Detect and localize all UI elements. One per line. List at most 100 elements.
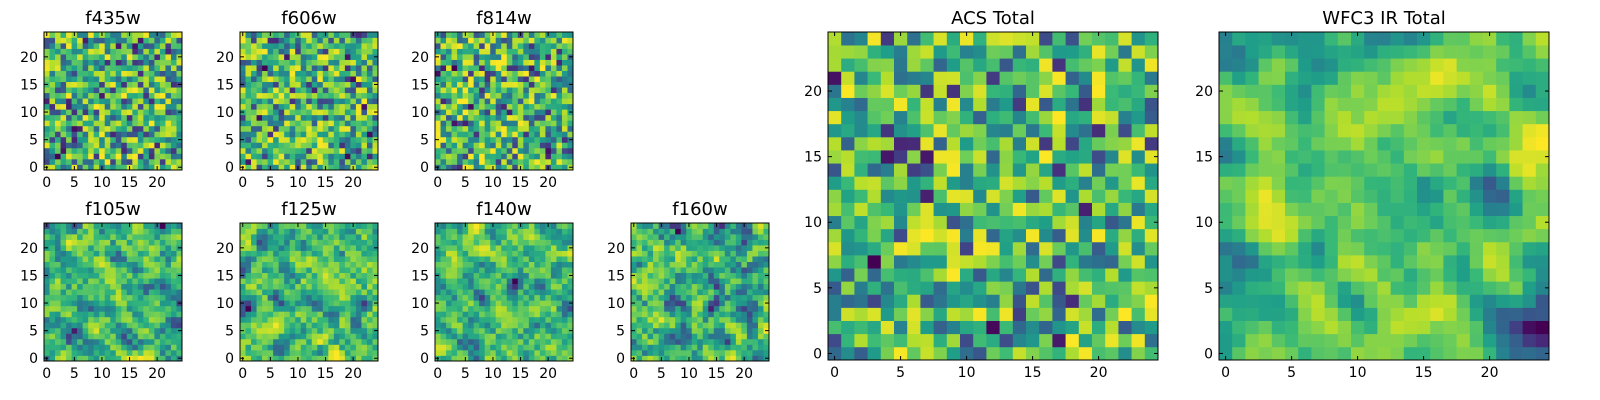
heatmap-cell	[88, 92, 95, 99]
heatmap-cell	[245, 289, 252, 296]
heatmap-cell	[746, 316, 753, 323]
heatmap-cell	[148, 245, 155, 251]
heatmap-cell	[708, 283, 715, 290]
heatmap-cell	[457, 228, 463, 235]
heatmap-cell	[1144, 294, 1159, 308]
heatmap-cell	[339, 87, 346, 94]
heatmap-cell	[680, 338, 687, 345]
heatmap-cell	[165, 65, 172, 71]
heatmap-cell	[1052, 320, 1066, 335]
heatmap-cell	[484, 147, 491, 154]
heatmap-cell	[115, 261, 122, 268]
heatmap-cell	[328, 98, 335, 105]
x-tick-label: 10	[289, 175, 307, 191]
heatmap-cell	[556, 278, 563, 285]
heatmap-cell	[77, 250, 83, 257]
heatmap-cell	[752, 333, 759, 340]
heatmap-cell	[355, 338, 362, 345]
heatmap-cell	[1012, 202, 1027, 217]
heatmap-cell	[344, 223, 351, 229]
heatmap-cell	[154, 327, 161, 334]
heatmap-cell	[322, 289, 329, 296]
heatmap-cell	[361, 272, 368, 279]
heatmap-cell	[763, 250, 770, 257]
heatmap-cell	[1026, 294, 1040, 308]
heatmap-cell	[708, 272, 715, 279]
heatmap-cell	[317, 223, 324, 229]
heatmap-cell	[534, 327, 541, 334]
heatmap-cell	[306, 131, 313, 138]
heatmap-cell	[556, 81, 563, 88]
heatmap-cell	[523, 131, 530, 138]
heatmap-cell	[256, 355, 263, 362]
heatmap-cell	[841, 241, 855, 256]
heatmap-cell	[322, 98, 329, 105]
heatmap-cell	[1078, 215, 1093, 230]
heatmap-cell	[1118, 346, 1132, 361]
heatmap-cell	[451, 164, 458, 171]
heatmap-cell	[121, 294, 128, 301]
heatmap-cell	[104, 267, 111, 274]
heatmap-cell	[1118, 255, 1132, 269]
heatmap-cell	[126, 234, 133, 240]
heatmap-cell	[457, 153, 463, 160]
heatmap-cell	[691, 278, 698, 285]
y-tick-label: 20	[216, 241, 234, 257]
heatmap-cell	[176, 120, 183, 127]
heatmap-cell	[495, 142, 502, 149]
heatmap-cell	[66, 327, 72, 334]
heatmap-cell	[446, 344, 452, 351]
heatmap-cell	[440, 305, 447, 312]
x-tick-label: 10	[93, 175, 111, 191]
heatmap-cell	[350, 98, 357, 105]
heatmap-cell	[110, 70, 117, 77]
heatmap-cell	[933, 163, 948, 177]
heatmap-cell	[262, 103, 268, 110]
heatmap-cell	[735, 283, 742, 290]
heatmap-cell	[143, 305, 150, 312]
heatmap-cell	[675, 278, 682, 285]
heatmap-cell	[372, 256, 379, 262]
heatmap-cell	[658, 239, 665, 246]
heatmap-cell	[946, 228, 961, 243]
heatmap-cell	[333, 250, 340, 257]
heatmap-cell	[757, 294, 764, 301]
heatmap-cell	[550, 228, 557, 235]
heatmap-cell	[719, 327, 726, 334]
heatmap-cell	[523, 54, 530, 60]
heatmap-cell	[148, 98, 155, 105]
heatmap-cell	[440, 103, 447, 110]
heatmap-cell	[501, 250, 508, 257]
heatmap-cell	[468, 267, 474, 274]
heatmap-cell	[300, 92, 307, 99]
heatmap-cell	[295, 245, 302, 251]
heatmap-cell	[311, 48, 318, 55]
heatmap-cell	[735, 267, 742, 274]
heatmap-cell	[534, 70, 541, 77]
heatmap-cell	[567, 59, 574, 66]
heatmap-cell	[317, 70, 324, 77]
heatmap-cell	[328, 43, 335, 49]
heatmap-cell	[115, 76, 122, 83]
heatmap-cell	[675, 333, 682, 340]
heatmap-cell	[999, 333, 1014, 348]
heatmap-cell	[763, 305, 770, 312]
heatmap-cell	[556, 355, 563, 362]
heatmap-cell	[165, 153, 172, 160]
heatmap-cell	[93, 43, 100, 49]
heatmap-cell	[262, 245, 268, 251]
heatmap-cell	[289, 239, 296, 246]
heatmap-cell	[93, 70, 100, 77]
heatmap-cell	[295, 327, 302, 334]
heatmap-cell	[344, 70, 351, 77]
heatmap-cell	[1118, 268, 1132, 282]
heatmap-cell	[841, 150, 855, 164]
heatmap-cell	[328, 322, 335, 329]
heatmap-cell	[289, 349, 296, 356]
heatmap-cell	[300, 142, 307, 149]
heatmap-cell	[176, 250, 183, 257]
heatmap-cell	[110, 125, 117, 132]
heatmap-cell	[93, 338, 100, 345]
heatmap-cell	[440, 322, 447, 329]
heatmap-cell	[115, 333, 122, 340]
